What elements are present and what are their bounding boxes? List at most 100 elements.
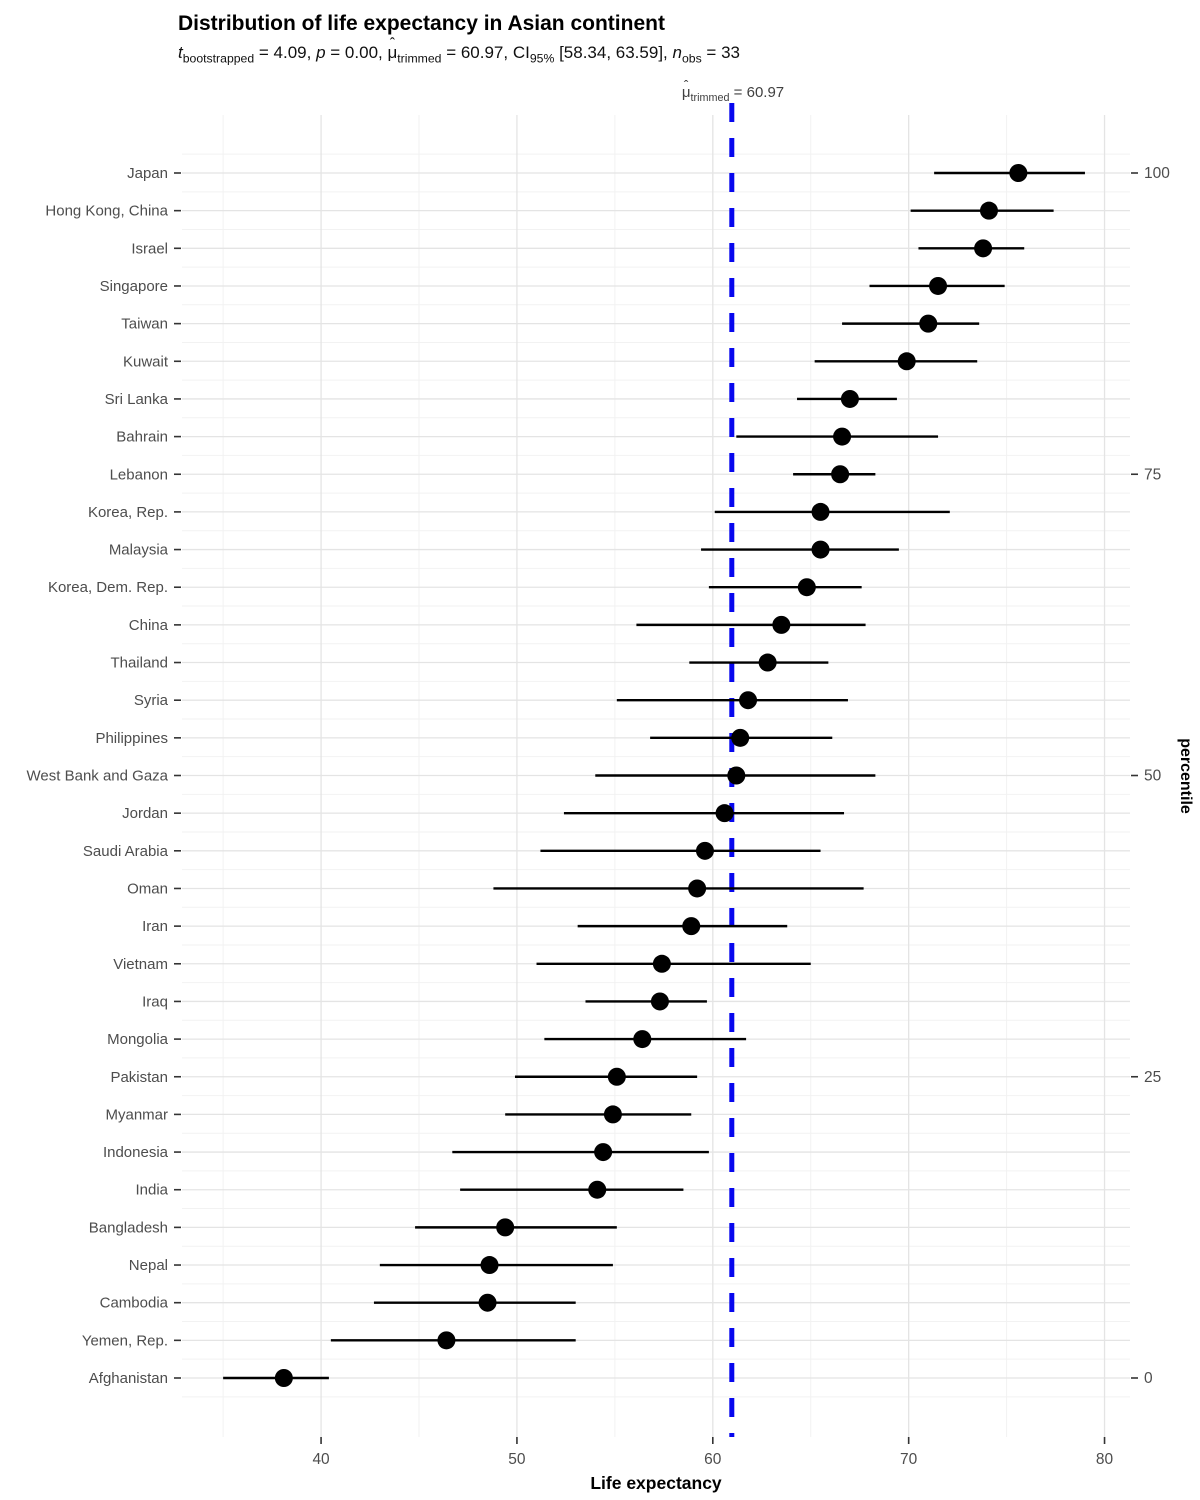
ci-subscript: 95% bbox=[529, 51, 555, 66]
data-point bbox=[594, 1143, 613, 1162]
mu-subscript: trimmed bbox=[690, 92, 730, 104]
data-point bbox=[603, 1105, 622, 1124]
data-point bbox=[650, 992, 669, 1011]
chart-title: Distribution of life expectancy in Asian… bbox=[178, 12, 665, 35]
x-tick-label: 70 bbox=[900, 1451, 918, 1468]
country-label: Singapore bbox=[100, 278, 168, 295]
country-label: Yemen, Rep. bbox=[82, 1332, 168, 1349]
data-point bbox=[1009, 164, 1028, 182]
percentile-tick-label: 75 bbox=[1144, 466, 1161, 483]
country-label: Hong Kong, China bbox=[45, 203, 168, 220]
data-point bbox=[695, 841, 714, 860]
country-label: Kuwait bbox=[123, 353, 169, 370]
p-symbol: p bbox=[316, 43, 326, 62]
country-label: Lebanon bbox=[110, 466, 168, 483]
mu-symbol: μ bbox=[387, 43, 398, 62]
data-point bbox=[437, 1331, 456, 1350]
subtitle-segment: [58.34, 63.59], bbox=[554, 43, 673, 62]
data-point bbox=[811, 540, 830, 559]
country-label: Indonesia bbox=[103, 1144, 169, 1161]
data-point bbox=[727, 766, 746, 785]
x-tick-label: 80 bbox=[1096, 1451, 1114, 1468]
subtitle-segment: = 33 bbox=[701, 43, 740, 62]
country-label: Iraq bbox=[142, 993, 168, 1010]
country-label: Oman bbox=[127, 880, 168, 897]
x-tick-label: 60 bbox=[704, 1451, 722, 1468]
t-symbol: t bbox=[178, 43, 183, 62]
data-point bbox=[772, 615, 791, 634]
x-axis-title: Life expectancy bbox=[590, 1473, 722, 1493]
percentile-tick-label: 25 bbox=[1144, 1069, 1161, 1086]
data-point bbox=[974, 239, 993, 258]
country-label: Cambodia bbox=[100, 1295, 169, 1312]
data-point bbox=[919, 314, 938, 333]
percentile-tick-label: 100 bbox=[1144, 165, 1170, 182]
data-point bbox=[480, 1256, 499, 1275]
data-point bbox=[979, 201, 998, 220]
data-point bbox=[688, 879, 707, 898]
right-axis-title: percentile bbox=[1177, 738, 1194, 814]
country-label: Korea, Dem. Rep. bbox=[48, 579, 168, 596]
data-point bbox=[739, 691, 758, 710]
data-point bbox=[633, 1030, 652, 1049]
ci-symbol: CI bbox=[512, 43, 530, 62]
country-label: West Bank and Gaza bbox=[27, 768, 169, 785]
data-point bbox=[682, 917, 701, 936]
subtitle-segment: = 60.97, bbox=[441, 43, 513, 62]
data-point bbox=[274, 1369, 293, 1387]
data-point bbox=[897, 352, 916, 371]
percentile-tick-label: 50 bbox=[1144, 768, 1162, 785]
data-point bbox=[833, 427, 852, 446]
data-point bbox=[715, 804, 734, 823]
data-point bbox=[831, 465, 850, 484]
x-tick-label: 40 bbox=[312, 1451, 330, 1468]
stats-subtitle: tbootstrapped = 4.09, p = 0.00, ˆ μtrimme… bbox=[178, 36, 740, 66]
country-label: Taiwan bbox=[121, 316, 168, 333]
country-label: Japan bbox=[127, 165, 168, 182]
country-label: Malaysia bbox=[109, 542, 169, 559]
n-subscript: obs bbox=[681, 51, 702, 66]
data-point bbox=[588, 1180, 607, 1199]
subtitle-segment: = 0.00, bbox=[325, 43, 388, 62]
country-label: India bbox=[135, 1182, 168, 1199]
data-point bbox=[929, 276, 948, 295]
country-label: Philippines bbox=[95, 730, 168, 747]
data-point bbox=[607, 1067, 626, 1086]
data-point bbox=[731, 728, 750, 747]
data-point bbox=[811, 502, 830, 521]
x-tick-label: 50 bbox=[508, 1451, 526, 1468]
country-label: Afghanistan bbox=[89, 1370, 168, 1387]
trimmed-mean-annotation: ˆ μtrimmed = 60.97 bbox=[681, 78, 785, 104]
hat-accent: ˆ bbox=[683, 77, 689, 93]
country-label: Pakistan bbox=[110, 1069, 168, 1086]
subtitle-segment: = 4.09, bbox=[254, 43, 317, 62]
data-point bbox=[840, 389, 859, 408]
data-point bbox=[478, 1293, 497, 1312]
country-label: Myanmar bbox=[105, 1106, 168, 1123]
percentile-tick-label: 0 bbox=[1144, 1370, 1153, 1387]
country-label: Sri Lanka bbox=[105, 391, 169, 408]
country-label: Syria bbox=[134, 692, 169, 709]
mu-subscript: trimmed bbox=[397, 51, 442, 66]
country-label: Thailand bbox=[110, 655, 168, 672]
country-label: Israel bbox=[131, 240, 168, 257]
country-label: Iran bbox=[142, 918, 168, 935]
country-label: Saudi Arabia bbox=[83, 843, 169, 860]
country-label: Korea, Rep. bbox=[88, 504, 168, 521]
country-label: Mongolia bbox=[107, 1031, 169, 1048]
country-label: Bangladesh bbox=[89, 1219, 168, 1236]
n-symbol: n bbox=[672, 43, 682, 62]
data-point bbox=[758, 653, 777, 672]
mu-symbol: μ bbox=[681, 84, 691, 101]
data-point bbox=[496, 1218, 515, 1237]
country-label: Nepal bbox=[129, 1257, 168, 1274]
country-label: Bahrain bbox=[116, 429, 168, 446]
annotation-segment: = 60.97 bbox=[729, 84, 785, 101]
data-point bbox=[652, 954, 671, 973]
country-label: China bbox=[129, 617, 169, 634]
t-subscript: bootstrapped bbox=[182, 51, 255, 66]
country-label: Vietnam bbox=[113, 956, 168, 973]
